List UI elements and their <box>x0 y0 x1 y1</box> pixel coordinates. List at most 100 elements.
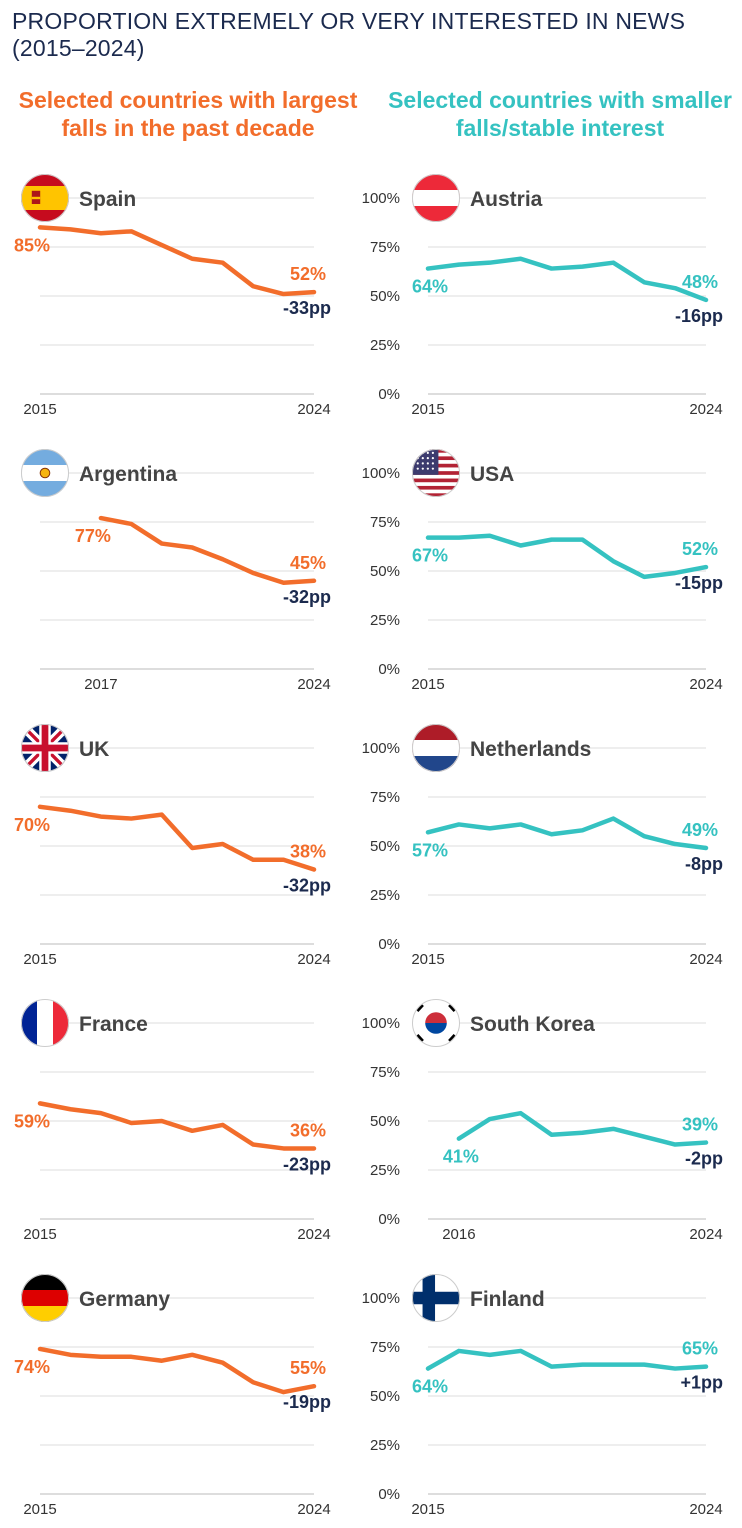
uk-flag-icon <box>21 724 69 772</box>
end-value-label: 36% <box>290 1120 326 1140</box>
usa-flag-icon <box>412 449 460 497</box>
y-tick-label: 100% <box>362 740 400 757</box>
y-tick-label: 25% <box>370 612 400 629</box>
chart-title: PROPORTION EXTREMELY OR VERY INTERESTED … <box>12 8 686 61</box>
start-value-label: 77% <box>75 526 111 546</box>
change-label: -15pp <box>675 573 723 593</box>
chart-panel-france: 2015 2024 France 59% 36% -23pp <box>14 999 331 1243</box>
end-value-label: 55% <box>290 1358 326 1378</box>
change-label: -32pp <box>283 876 331 896</box>
x-tick-label: 2024 <box>297 401 330 418</box>
y-tick-label: 0% <box>378 661 400 678</box>
end-value-label: 45% <box>290 553 326 573</box>
chart-panel-spain: 2015 2024 Spain 85% 52% -33pp <box>14 174 331 418</box>
end-value-label: 49% <box>682 820 718 840</box>
x-tick-label: 2024 <box>689 1226 722 1243</box>
country-name: Argentina <box>79 463 177 486</box>
x-tick-label: 2024 <box>689 676 722 693</box>
y-tick-label: 50% <box>370 838 400 855</box>
change-label: -33pp <box>283 298 331 318</box>
chart-panel-netherlands: 0% 25% 50% 75% 100% 2015 2024 Netherlands 57% 49%… <box>362 724 723 968</box>
austria-flag-icon <box>412 174 460 222</box>
left-column-heading: Selected countries with largest falls in… <box>18 87 358 141</box>
start-value-label: 74% <box>14 1357 50 1377</box>
series-line <box>37 1346 317 1395</box>
chart-panel-germany: 2015 2024 Germany 74% 55% -19pp <box>14 1274 331 1518</box>
y-tick-label: 0% <box>378 1211 400 1228</box>
netherlands-flag-icon <box>412 724 460 772</box>
y-tick-label: 75% <box>370 239 400 256</box>
series-line <box>425 533 709 580</box>
x-tick-label: 2024 <box>297 1226 330 1243</box>
spain-flag-icon <box>21 174 69 222</box>
y-tick-label: 100% <box>362 190 400 207</box>
country-name: UK <box>79 738 109 761</box>
y-tick-label: 25% <box>370 887 400 904</box>
country-name: South Korea <box>470 1013 595 1036</box>
y-tick-label: 0% <box>378 936 400 953</box>
x-tick-label: 2016 <box>442 1226 475 1243</box>
end-value-label: 65% <box>682 1339 718 1359</box>
x-tick-label: 2015 <box>411 1501 444 1518</box>
country-name: Austria <box>470 188 543 211</box>
chart-panel-usa: 0% 25% 50% 75% 100% 2015 2024 USA 67% 52% -15pp <box>362 449 723 693</box>
end-value-label: 38% <box>290 842 326 862</box>
y-tick-label: 50% <box>370 288 400 305</box>
y-tick-label: 50% <box>370 563 400 580</box>
argentina-flag-icon <box>21 449 69 497</box>
start-value-label: 64% <box>412 277 448 297</box>
series-line <box>456 1110 709 1147</box>
chart-panel-uk: 2015 2024 UK 70% 38% -32pp <box>14 724 331 968</box>
x-tick-label: 2015 <box>411 951 444 968</box>
y-tick-label: 100% <box>362 465 400 482</box>
change-label: -16pp <box>675 306 723 326</box>
country-name: USA <box>470 463 514 486</box>
y-tick-label: 50% <box>370 1388 400 1405</box>
change-label: -19pp <box>283 1392 331 1412</box>
chart-panel-finland: 0% 25% 50% 75% 100% 2015 2024 Finland 64% 65% +1pp <box>362 1274 723 1518</box>
start-value-label: 85% <box>14 235 50 255</box>
change-label: -23pp <box>283 1154 331 1174</box>
change-label: +1pp <box>680 1373 723 1393</box>
y-tick-label: 0% <box>378 386 400 403</box>
series-line <box>425 256 709 303</box>
y-tick-label: 0% <box>378 1486 400 1503</box>
change-label: -8pp <box>685 854 723 874</box>
country-name: Finland <box>470 1288 545 1311</box>
x-tick-label: 2015 <box>411 676 444 693</box>
start-value-label: 57% <box>412 840 448 860</box>
x-tick-label: 2024 <box>297 676 330 693</box>
chart-panel-austria: 0% 25% 50% 75% 100% 2015 2024 Austria 64% 48% -16p… <box>362 174 723 418</box>
y-tick-label: 25% <box>370 1437 400 1454</box>
change-label: -32pp <box>283 587 331 607</box>
x-tick-label: 2015 <box>23 1226 56 1243</box>
country-name: Spain <box>79 188 136 211</box>
x-tick-label: 2024 <box>297 951 330 968</box>
start-value-label: 70% <box>14 815 50 835</box>
y-tick-label: 25% <box>370 337 400 354</box>
chart-panel-argentina: 2017 2024 Argentina 77% 45% -32pp <box>21 449 331 693</box>
y-tick-label: 75% <box>370 514 400 531</box>
series-line <box>37 1101 317 1151</box>
south-korea-flag-icon <box>412 999 460 1047</box>
x-tick-label: 2024 <box>689 1501 722 1518</box>
y-tick-label: 100% <box>362 1290 400 1307</box>
y-tick-label: 100% <box>362 1015 400 1032</box>
start-value-label: 64% <box>412 1377 448 1397</box>
start-value-label: 67% <box>412 546 448 566</box>
france-flag-icon <box>21 999 69 1047</box>
x-tick-label: 2024 <box>297 1501 330 1518</box>
series-line <box>37 225 317 297</box>
x-tick-label: 2017 <box>84 676 117 693</box>
x-tick-label: 2015 <box>23 951 56 968</box>
x-tick-label: 2024 <box>689 951 722 968</box>
series-line <box>37 804 317 872</box>
y-tick-label: 25% <box>370 1162 400 1179</box>
start-value-label: 59% <box>14 1111 50 1131</box>
y-tick-label: 50% <box>370 1113 400 1130</box>
x-tick-label: 2015 <box>23 401 56 418</box>
country-name: Netherlands <box>470 738 591 761</box>
change-label: -2pp <box>685 1149 723 1169</box>
series-line <box>425 816 709 851</box>
